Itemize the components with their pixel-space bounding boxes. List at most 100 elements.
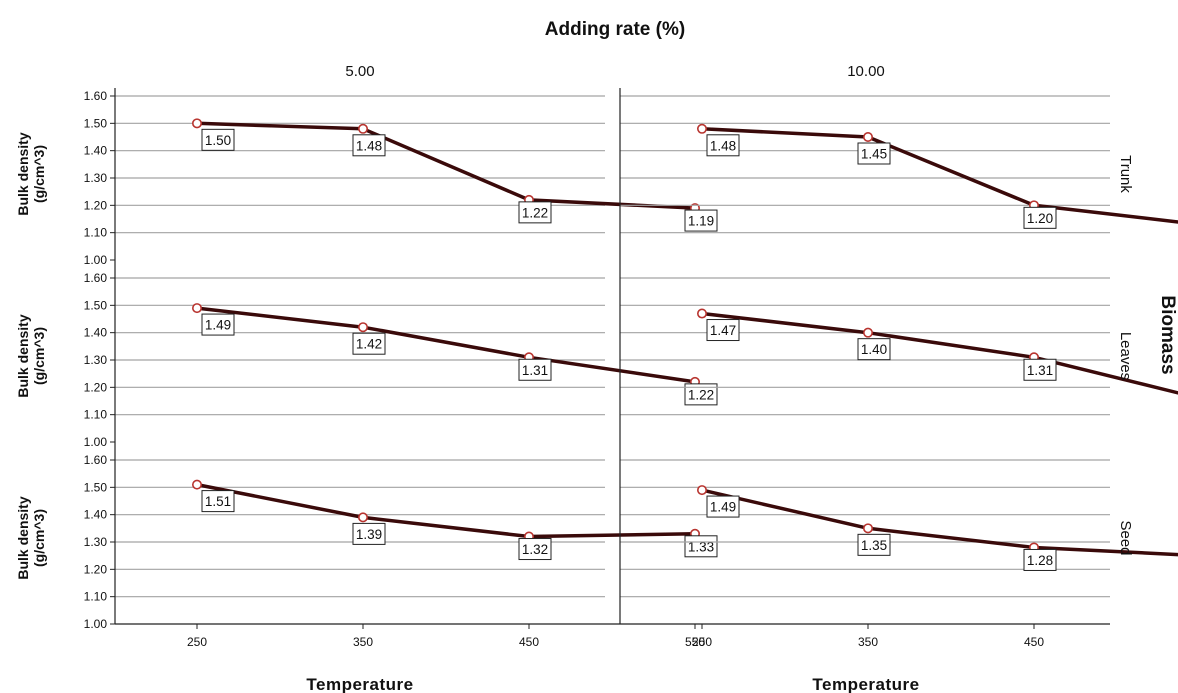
y-tick-label-seed-1-00: 1.00 xyxy=(84,617,108,631)
row-facet-label: Biomass xyxy=(1157,295,1178,374)
data-label-trunk-10-00-350: 1.45 xyxy=(857,142,891,165)
data-label-box xyxy=(518,538,552,561)
data-label-box xyxy=(518,358,552,381)
panels-layer: 1.501.481.221.191.481.451.201.131.491.42… xyxy=(115,95,1178,598)
series-line-leaves-5-00 xyxy=(195,306,697,384)
x-axis-label-left: Temperature xyxy=(306,675,413,693)
data-label-text: 1.40 xyxy=(861,342,887,357)
y-tick-label-seed-1-40: 1.40 xyxy=(84,508,108,522)
y-axis-label-leaves: Bulk density (g/cm^3) xyxy=(15,314,47,397)
x-axis-label-right: Temperature xyxy=(812,675,919,693)
row-header-seed: Seed xyxy=(1117,520,1134,555)
data-label-box xyxy=(201,313,235,336)
data-label-trunk-10-00-450: 1.20 xyxy=(1023,206,1057,229)
data-label-box xyxy=(684,209,718,232)
data-label-text: 1.42 xyxy=(356,337,382,352)
data-label-text: 1.28 xyxy=(1027,553,1053,568)
y-axis-label-line-1: Bulk density xyxy=(15,132,31,215)
data-label-text: 1.32 xyxy=(522,542,548,557)
y-tick-label-trunk-1-50: 1.50 xyxy=(84,116,108,130)
series-line-trunk-5-00 xyxy=(195,121,697,210)
y-tick-label-seed-1-30: 1.30 xyxy=(84,535,108,549)
data-label-trunk-5-00-550: 1.19 xyxy=(684,209,718,232)
y-axis-label-line-2: (g/cm^3) xyxy=(31,145,47,203)
y-tick-label-trunk-1-20: 1.20 xyxy=(84,198,108,212)
x-tick-label-10-00-450: 450 xyxy=(1024,635,1044,649)
series-line-leaves-10-00 xyxy=(700,311,1178,395)
y-tick-label-leaves-1-50: 1.50 xyxy=(84,298,108,312)
data-point-leaves-10-00-250 xyxy=(696,308,707,319)
data-label-box xyxy=(706,495,740,518)
y-tick-label-leaves-1-20: 1.20 xyxy=(84,380,108,394)
y-tick-label-trunk-1-00: 1.00 xyxy=(84,253,108,267)
data-point-seed-10-00-350 xyxy=(862,523,873,534)
data-label-text: 1.22 xyxy=(522,205,548,220)
data-label-leaves-5-00-350: 1.42 xyxy=(352,332,386,355)
data-label-trunk-5-00-350: 1.48 xyxy=(352,134,386,157)
data-label-text: 1.51 xyxy=(205,494,231,509)
data-label-box xyxy=(352,522,386,545)
data-point-leaves-5-00-350 xyxy=(357,322,368,333)
data-label-trunk-10-00-250: 1.48 xyxy=(706,134,740,157)
x-tick-label-5-00-350: 350 xyxy=(353,635,373,649)
y-tick-label-seed-1-20: 1.20 xyxy=(84,562,108,576)
y-tick-label-leaves-1-60: 1.60 xyxy=(84,271,108,285)
y-tick-label-seed-1-60: 1.60 xyxy=(84,453,108,467)
x-tick-label-5-00-250: 250 xyxy=(187,635,207,649)
panel-seed-5-00: 1.51 1.39 1.32 1.33 xyxy=(115,459,718,598)
data-label-box xyxy=(857,338,891,361)
panel-trunk-10-00: 1.481.451.201.13 xyxy=(620,95,1178,234)
y-tick-label-trunk-1-10: 1.10 xyxy=(84,226,108,240)
data-label-text: 1.39 xyxy=(356,527,382,542)
data-label-box xyxy=(1023,548,1057,571)
data-label-box xyxy=(684,535,718,558)
data-label-box xyxy=(201,128,235,151)
data-label-text: 1.20 xyxy=(1027,211,1053,226)
y-tick-label-leaves-1-30: 1.30 xyxy=(84,353,108,367)
series-line-seed-10-00 xyxy=(700,488,1178,557)
data-label-leaves-10-00-250: 1.47 xyxy=(706,319,740,342)
data-point-seed-5-00-250 xyxy=(192,479,203,490)
data-label-text: 1.31 xyxy=(522,363,548,378)
x-tick-label-10-00-250: 250 xyxy=(692,635,712,649)
y-axis-label-line-2: (g/cm^3) xyxy=(31,509,47,567)
panel-leaves-10-00: 1.471.401.311.16 xyxy=(620,277,1178,416)
x-tick-label-5-00-450: 450 xyxy=(519,635,539,649)
data-label-leaves-10-00-450: 1.31 xyxy=(1023,358,1057,381)
row-header-leaves: Leaves xyxy=(1117,332,1134,380)
y-axis-label-line-1: Bulk density xyxy=(15,496,31,579)
data-point-seed-10-00-250 xyxy=(696,485,707,496)
data-label-text: 1.33 xyxy=(688,539,714,554)
data-point-trunk-10-00-250 xyxy=(696,123,707,134)
panel-trunk-5-00: 1.50 1.48 1.22 1.19 xyxy=(115,95,718,234)
data-label-seed-5-00-350: 1.39 xyxy=(352,522,386,545)
data-point-leaves-5-00-250 xyxy=(192,303,203,314)
data-label-text: 1.48 xyxy=(356,138,382,153)
data-label-box xyxy=(857,142,891,165)
y-tick-label-leaves-1-10: 1.10 xyxy=(84,408,108,422)
data-point-trunk-5-00-250 xyxy=(192,118,203,129)
data-label-text: 1.22 xyxy=(688,387,714,402)
y-axis-label-trunk: Bulk density (g/cm^3) xyxy=(15,132,47,215)
y-tick-label-trunk-1-30: 1.30 xyxy=(84,171,108,185)
data-label-text: 1.31 xyxy=(1027,363,1053,378)
column-header-5: 5.00 xyxy=(345,63,374,80)
data-label-text: 1.45 xyxy=(861,147,887,162)
data-label-trunk-5-00-250: 1.50 xyxy=(201,128,235,151)
data-label-text: 1.19 xyxy=(688,214,714,229)
data-point-trunk-10-00-350 xyxy=(862,132,873,143)
data-point-trunk-5-00-350 xyxy=(357,123,368,134)
data-label-seed-5-00-250: 1.51 xyxy=(201,490,235,513)
data-label-text: 1.35 xyxy=(861,538,887,553)
y-tick-label-leaves-1-00: 1.00 xyxy=(84,435,108,449)
data-label-text: 1.47 xyxy=(710,323,736,338)
y-tick-label-leaves-1-40: 1.40 xyxy=(84,326,108,340)
axes-layer: 1.00 1.10 1.20 1.30 1.40 1.50 1.60 Bulk density… xyxy=(15,88,1134,649)
panel-leaves-5-00: 1.49 1.42 1.31 1.22 xyxy=(115,277,718,416)
y-axis-label-seed: Bulk density (g/cm^3) xyxy=(15,496,47,579)
y-tick-label-trunk-1-40: 1.40 xyxy=(84,144,108,158)
data-label-box xyxy=(201,490,235,513)
row-header-trunk: Trunk xyxy=(1117,155,1134,193)
x-tick-label-10-00-350: 350 xyxy=(858,635,878,649)
